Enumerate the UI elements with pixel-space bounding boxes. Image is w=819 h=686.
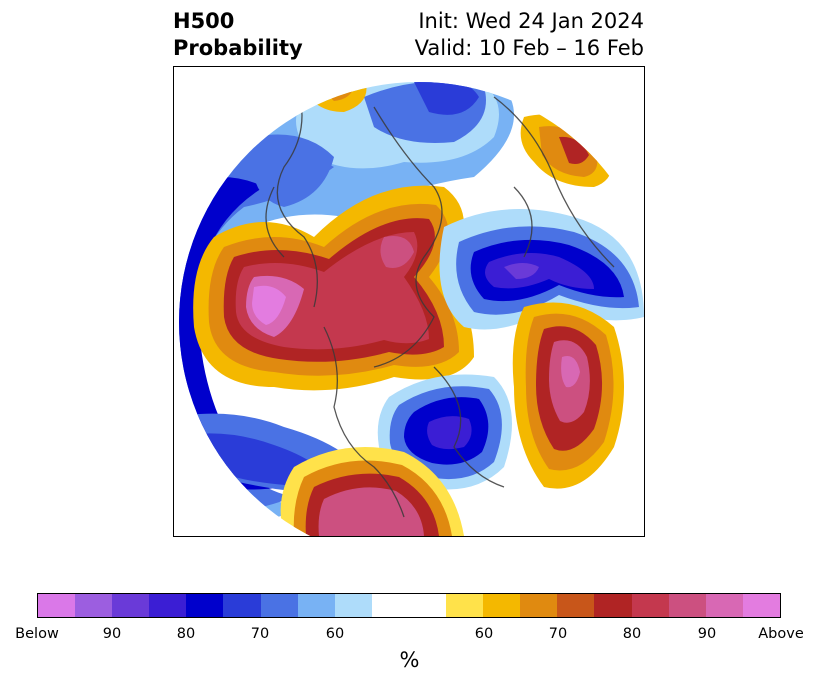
colorbar-swatch <box>705 594 743 617</box>
colorbar-tick-labels: Below 90 80 70 60 60 70 80 90 Above <box>0 626 819 646</box>
map-title: H500 Probability <box>173 8 303 62</box>
colorbar-swatch <box>223 594 261 617</box>
polar-map <box>173 66 645 537</box>
colorbar-swatch <box>483 594 521 617</box>
valid-range: Valid: 10 Feb – 16 Feb <box>414 36 644 60</box>
colorbar-tick-label: 70 <box>250 626 270 642</box>
title-variable: H500 <box>173 9 235 33</box>
init-date: Init: Wed 24 Jan 2024 <box>418 9 644 33</box>
colorbar-swatch <box>297 594 335 617</box>
colorbar-swatch <box>742 594 780 617</box>
colorbar-swatch <box>557 594 595 617</box>
colorbar-swatch <box>446 594 484 617</box>
colorbar-swatch <box>520 594 558 617</box>
colorbar-tick-label: 90 <box>102 626 122 642</box>
colorbar-tick-label: 90 <box>697 626 717 642</box>
colorbar-tick-label: Above <box>758 626 804 642</box>
colorbar-swatch <box>594 594 632 617</box>
colorbar-swatch <box>149 594 187 617</box>
colorbar-unit: % <box>399 648 420 672</box>
colorbar-swatch <box>668 594 706 617</box>
colorbar-swatch <box>186 594 224 617</box>
colorbar-swatch <box>631 594 669 617</box>
colorbar-swatch <box>408 594 447 617</box>
colorbar-swatch <box>38 594 76 617</box>
forecast-dates: Init: Wed 24 Jan 2024 Valid: 10 Feb – 16… <box>415 8 644 62</box>
probability-field <box>179 82 644 536</box>
colorbar-tick-label: 60 <box>474 626 494 642</box>
colorbar-swatch <box>371 594 409 617</box>
probability-colorbar <box>37 593 781 618</box>
colorbar-swatch <box>260 594 298 617</box>
title-product: Probability <box>173 36 303 60</box>
colorbar-swatch <box>75 594 113 617</box>
colorbar-tick-label: 80 <box>176 626 196 642</box>
colorbar-tick-label: 70 <box>548 626 568 642</box>
colorbar-tick-label: 80 <box>622 626 642 642</box>
colorbar-swatch <box>334 594 372 617</box>
colorbar-tick-label: Below <box>15 626 59 642</box>
colorbar-tick-label: 60 <box>325 626 345 642</box>
colorbar-swatch <box>112 594 150 617</box>
